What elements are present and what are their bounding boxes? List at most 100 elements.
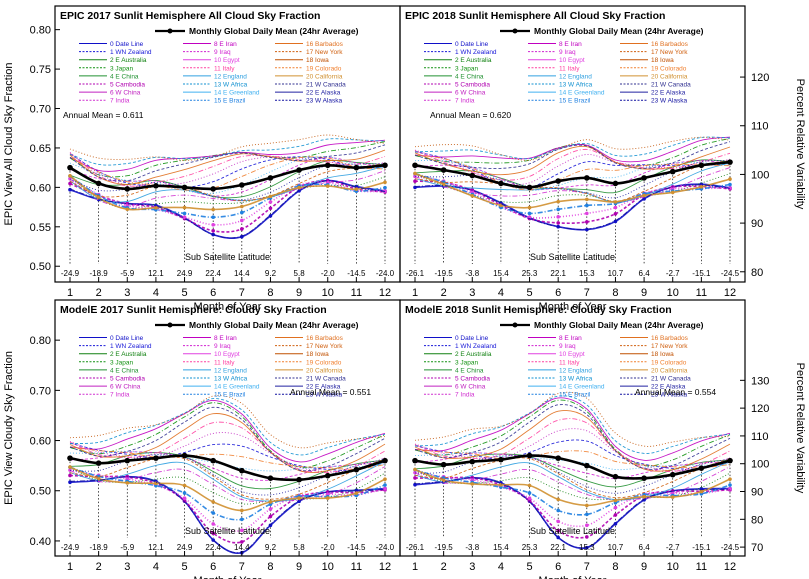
series-point-20 xyxy=(383,180,387,185)
series-line-8 xyxy=(414,397,731,461)
series-line-21 xyxy=(69,144,386,182)
series-line-18 xyxy=(69,395,386,449)
series-line-20 xyxy=(69,466,386,512)
legend-label: 19 Colorado xyxy=(651,65,687,72)
legend-label: 4 E China xyxy=(455,73,484,80)
series-point-20 xyxy=(268,500,273,504)
legend-label: 8 E Iran xyxy=(559,335,582,342)
legend-label: 20 California xyxy=(651,367,688,374)
series-point-15 xyxy=(728,483,732,487)
series-point-10 xyxy=(268,507,273,511)
series-point-20 xyxy=(154,205,158,210)
series-line-12 xyxy=(69,461,386,502)
legend-label: 7 India xyxy=(110,98,130,105)
series-point-5 xyxy=(68,181,72,186)
subsat-value: -3.8 xyxy=(465,269,479,278)
series-point-20 xyxy=(413,467,417,472)
series-line-5 xyxy=(69,474,386,544)
legend-label: 20 California xyxy=(306,367,343,374)
legend-label: 19 Colorado xyxy=(651,359,687,366)
series-point-10 xyxy=(527,496,532,501)
series-point-20 xyxy=(182,483,187,488)
series-line-8 xyxy=(414,136,731,163)
series-line-5 xyxy=(414,180,731,225)
series-line-19 xyxy=(69,156,386,191)
series-line-17 xyxy=(69,163,386,202)
series-point-10 xyxy=(613,205,618,210)
legend-label: 13 W Africa xyxy=(559,376,593,383)
mean-point xyxy=(584,462,590,469)
mean-point xyxy=(584,175,590,181)
legend-label: 14 E Greenland xyxy=(214,90,260,97)
series-point-10 xyxy=(585,211,589,216)
subsat-value: -18.9 xyxy=(90,543,109,552)
subtitle-marker xyxy=(167,28,173,34)
series-point-5 xyxy=(211,229,215,233)
series-point-20 xyxy=(728,177,732,181)
x-axis-label: Month of Year xyxy=(539,301,607,313)
series-point-20 xyxy=(642,193,646,198)
series-point-20 xyxy=(441,478,446,483)
series-point-5 xyxy=(556,528,560,533)
series-line-16 xyxy=(414,145,731,176)
mean-point xyxy=(210,186,216,192)
series-point-20 xyxy=(527,205,532,210)
legend-label: 13 W Africa xyxy=(214,82,248,89)
series-point-20 xyxy=(585,197,589,202)
legend-label: 6 W China xyxy=(110,384,141,391)
legend-label: 6 W China xyxy=(455,90,486,97)
subsat-label: Sub Satellite Latitude xyxy=(530,252,615,262)
series-point-15 xyxy=(211,215,215,220)
legend-label: 13 W Africa xyxy=(214,376,248,383)
legend-label: 7 India xyxy=(455,392,475,399)
legend-label: 17 New York xyxy=(306,49,343,56)
legend-label: 3 Japan xyxy=(110,359,134,366)
series-point-5 xyxy=(613,211,618,216)
legend-label: 23 W Alaska xyxy=(651,392,688,399)
x-tick-label: 9 xyxy=(296,561,302,573)
legend-label: 6 W China xyxy=(455,384,486,391)
mean-point xyxy=(498,180,504,187)
legend-label: 16 Barbados xyxy=(651,41,689,48)
subsat-value: 15.3 xyxy=(579,269,595,278)
y2-tick-label: 80 xyxy=(751,267,763,279)
series-point-0 xyxy=(268,214,273,218)
series-point-5 xyxy=(68,473,72,478)
series-line-4 xyxy=(69,452,386,490)
x-tick-label: 4 xyxy=(153,287,159,299)
plot-frame xyxy=(399,299,746,557)
legend-label: 1 WN Zealand xyxy=(110,343,152,350)
series-line-13 xyxy=(414,136,731,160)
mean-point xyxy=(95,180,102,187)
subsat-label: Sub Satellite Latitude xyxy=(185,526,270,536)
series-point-20 xyxy=(556,497,560,502)
mean-point xyxy=(469,458,476,465)
x-tick-label: 1 xyxy=(67,561,73,573)
series-point-20 xyxy=(68,465,72,469)
y-tick-label: 0.40 xyxy=(30,536,51,548)
series-point-0 xyxy=(556,535,560,540)
series-point-20 xyxy=(556,199,560,204)
y2-tick-label: 110 xyxy=(751,121,769,133)
x-tick-label: 12 xyxy=(724,561,736,573)
legend-label: 14 E Greenland xyxy=(214,384,260,391)
legend-label: 0 Date Line xyxy=(455,41,489,48)
series-point-0 xyxy=(585,545,589,550)
series-point-20 xyxy=(499,483,503,487)
x-tick-label: 5 xyxy=(526,287,532,299)
legend-label: 3 Japan xyxy=(110,65,134,72)
x-tick-label: 4 xyxy=(153,561,159,573)
series-line-19 xyxy=(69,446,386,470)
series-line-18 xyxy=(414,136,731,161)
series-point-5 xyxy=(413,476,417,480)
y2-tick-label: 130 xyxy=(751,375,769,387)
series-line-18 xyxy=(414,391,731,447)
x-tick-label: 11 xyxy=(696,287,707,299)
legend-label: 5 Cambodia xyxy=(455,376,490,383)
y-tick-label: 0.50 xyxy=(30,486,51,498)
series-line-17 xyxy=(69,456,386,500)
y-tick-label: 0.80 xyxy=(30,25,51,37)
series-point-10 xyxy=(268,200,273,204)
x-tick-label: 1 xyxy=(67,287,73,299)
